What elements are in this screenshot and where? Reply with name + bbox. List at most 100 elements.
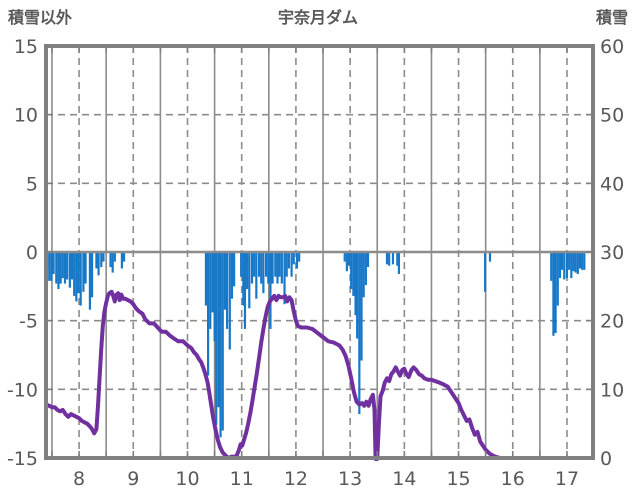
bar [362,252,365,298]
bar [581,252,584,270]
bar [57,252,60,290]
bar [111,252,114,273]
bar [488,252,492,262]
bar [66,252,69,280]
x-axis-label: 12 [284,468,308,490]
x-axis-label: 15 [446,468,470,490]
bar [209,252,212,329]
bar [102,252,105,262]
bar [354,252,357,316]
bar [295,252,299,269]
y-axis-label-left: 5 [26,173,38,195]
bars-series [45,252,586,438]
bar [61,252,64,279]
bar [271,252,274,284]
bar [358,252,361,415]
bar [350,252,353,290]
bar [75,252,78,302]
bar [52,252,55,274]
bar [283,252,286,305]
bar [211,252,214,313]
bar [366,252,370,268]
x-axis-label: 8 [73,468,85,490]
y-axis-label-left: 15 [14,36,38,58]
bar [356,252,359,339]
x-axis-label: 9 [127,468,139,490]
bar [219,252,222,438]
x-axis-labels: 8 9 10 11 12 13 14 15 16 17 [73,468,579,490]
bar [576,252,579,274]
bar [68,252,71,288]
x-axis-label: 14 [392,468,416,490]
bar [240,252,243,277]
y-axis-label-right: 30 [600,242,624,264]
bar [63,252,67,284]
bar [59,252,62,284]
bar [274,252,277,277]
bar [583,252,586,270]
bar [345,252,348,272]
bar [250,252,254,284]
bar [292,252,295,265]
bar [352,252,355,296]
y-axis-label-left: 10 [14,105,38,127]
bar [257,252,261,277]
bar [397,252,401,274]
bar [223,252,226,310]
right-axis-labels: 60 50 40 30 20 10 0 [600,36,624,470]
bar [565,252,569,279]
bar [50,252,53,281]
bar [95,252,98,269]
bar [243,252,247,329]
bar [109,252,112,268]
bar [88,252,92,310]
bar [206,252,210,376]
bar [280,252,283,284]
y-axis-label-right: 20 [600,311,624,333]
y-axis-label-right: 0 [600,448,612,470]
bar [213,252,216,342]
right-axis-title: 積雪 [595,8,628,27]
bar [285,252,288,277]
bar [215,252,218,426]
bar [242,252,245,306]
bar [290,252,293,277]
bar [253,252,256,277]
bar [568,252,571,270]
bar [552,252,555,336]
bar [228,252,231,350]
axis-ticks [48,45,591,459]
bar [248,252,251,309]
y-axis-label-right: 40 [600,173,624,195]
x-axis-label: 17 [555,468,579,490]
bar [77,252,80,294]
chart-title: 宇奈月ダム [277,8,358,27]
bar [82,252,85,292]
x-axis-label: 16 [501,468,525,490]
bar [298,252,301,262]
bar [221,252,224,431]
bar [550,252,553,281]
y-axis-label-left: 0 [26,242,38,264]
bar [558,252,562,279]
bar [360,252,363,361]
y-axis-label-right: 50 [600,105,624,127]
bar [122,252,126,262]
data-line [44,289,595,461]
bar [73,252,76,296]
bar [70,252,74,280]
bar [396,252,399,266]
bar [560,252,564,270]
bar [204,252,208,306]
bar [113,252,116,262]
bar [255,252,258,299]
bar [385,252,389,265]
bar [343,252,346,262]
bar [100,252,103,268]
bar [276,252,279,284]
bar [364,252,367,285]
bar [246,252,249,290]
bar [570,252,573,279]
y-axis-label-left: -10 [7,379,38,401]
